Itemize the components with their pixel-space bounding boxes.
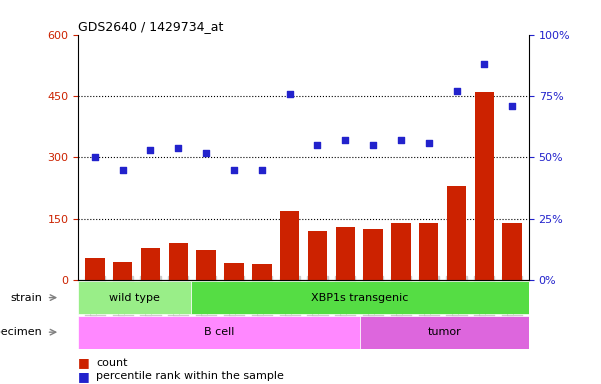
Point — [452, 88, 462, 94]
Bar — [168, 243, 188, 280]
Bar — [191, 281, 529, 314]
Text: count: count — [96, 358, 127, 368]
Point — [118, 167, 127, 173]
Bar — [475, 92, 494, 280]
Point — [285, 91, 294, 97]
Point — [424, 140, 433, 146]
Point — [340, 137, 350, 143]
Text: XBP1s transgenic: XBP1s transgenic — [311, 293, 409, 303]
Bar — [252, 264, 272, 280]
Bar — [391, 223, 410, 280]
Bar — [447, 186, 466, 280]
Point — [368, 142, 378, 148]
Text: wild type: wild type — [109, 293, 160, 303]
Bar — [502, 223, 522, 280]
Bar — [419, 223, 439, 280]
Point — [229, 167, 239, 173]
Bar — [78, 281, 191, 314]
Point — [257, 167, 267, 173]
Bar — [141, 248, 160, 280]
Bar — [197, 250, 216, 280]
Text: ■: ■ — [78, 370, 90, 383]
Text: percentile rank within the sample: percentile rank within the sample — [96, 371, 284, 381]
Bar — [360, 316, 529, 349]
Point — [480, 61, 489, 67]
Point — [145, 147, 155, 153]
Bar — [113, 262, 132, 280]
Text: tumor: tumor — [427, 327, 461, 337]
Bar — [335, 227, 355, 280]
Bar — [85, 258, 105, 280]
Bar — [364, 229, 383, 280]
Bar — [308, 231, 327, 280]
Point — [507, 103, 517, 109]
Text: ■: ■ — [78, 356, 90, 369]
Bar — [280, 211, 299, 280]
Bar — [224, 263, 243, 280]
Text: specimen: specimen — [0, 327, 42, 337]
Point — [396, 137, 406, 143]
Point — [313, 142, 322, 148]
Text: strain: strain — [10, 293, 42, 303]
Point — [201, 149, 211, 156]
Text: GDS2640 / 1429734_at: GDS2640 / 1429734_at — [78, 20, 224, 33]
Text: B cell: B cell — [204, 327, 234, 337]
Bar — [78, 316, 360, 349]
Point — [174, 144, 183, 151]
Point — [90, 154, 100, 161]
